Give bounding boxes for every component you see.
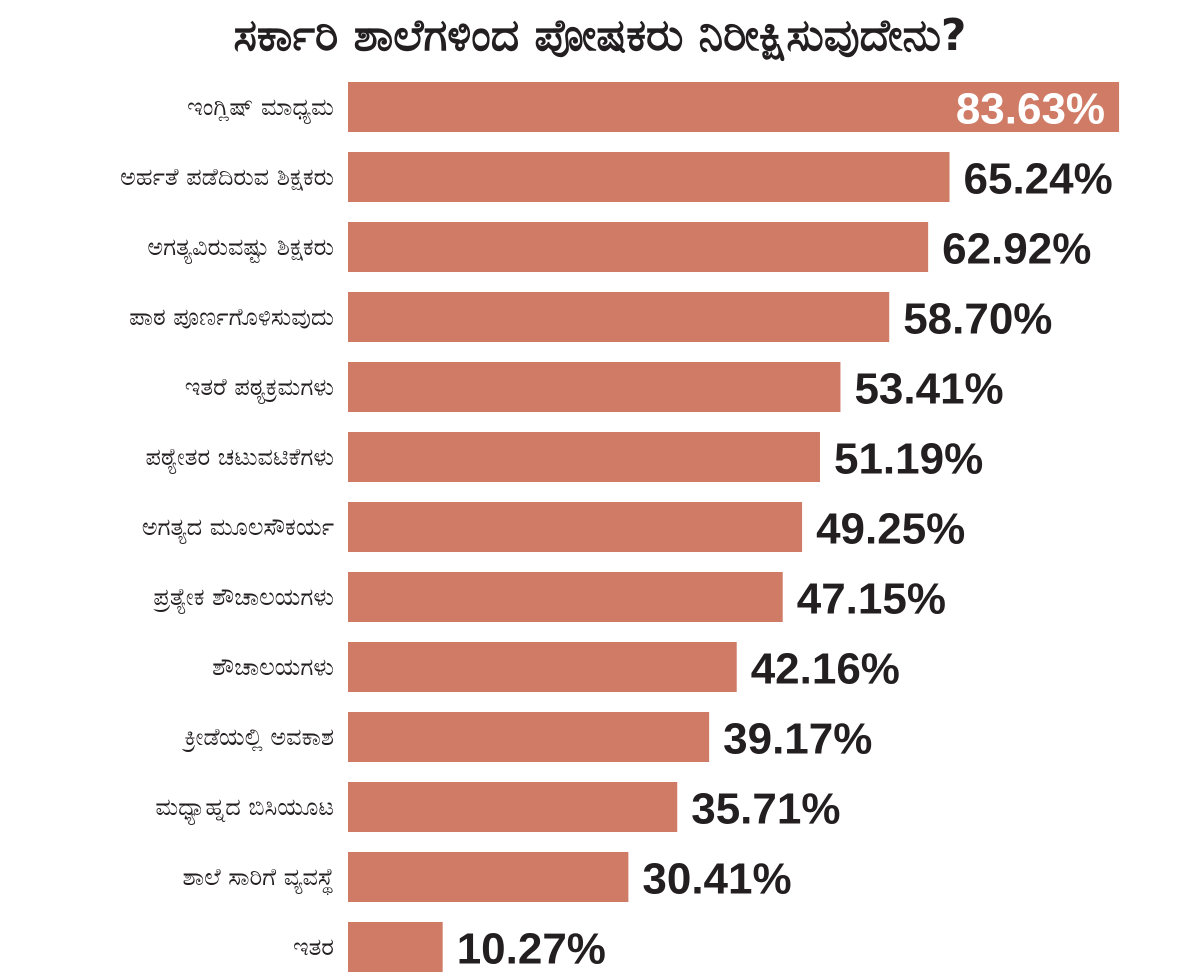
- bar-7: [348, 502, 803, 552]
- category-label-3: ಅಗತ್ಯವಿರುವಷ್ಟು ಶಿಕ್ಷಕರು: [147, 233, 334, 264]
- value-label-8: 47.15%: [797, 575, 946, 624]
- category-label-8: ಪ್ರತ್ಯೇಕ ಶೌಚಾಲಯಗಳು: [153, 583, 334, 614]
- category-label-9: ಶೌಚಾಲಯಗಳು: [212, 653, 334, 681]
- value-label-6: 51.19%: [834, 435, 983, 484]
- category-label-1: ಇಂಗ್ಲಿಷ್ ಮಾಧ್ಯಮ: [187, 93, 334, 124]
- chart-title: ಸರ್ಕಾರಿ ಶಾಲೆಗಳಿಂದ ಪೋಷಕರು ನಿರೀಕ್ಷಿಸುವುದೇನ…: [233, 10, 967, 61]
- category-label-11: ಮಧ್ಯಾಹ್ನದ ಬಿಸಿಯೂಟ: [155, 793, 334, 825]
- value-label-2: 65.24%: [964, 155, 1113, 204]
- bar-3: [348, 222, 929, 272]
- bar-6: [348, 432, 820, 482]
- category-label-2: ಅರ್ಹತೆ ಪಡೆದಿರುವ ಶಿಕ್ಷಕರು: [120, 163, 334, 191]
- value-label-4: 58.70%: [903, 295, 1052, 344]
- value-label-9: 42.16%: [751, 645, 900, 694]
- category-label-13: ಇತರ: [293, 933, 334, 961]
- bar-1: [348, 82, 1120, 132]
- value-label-13: 10.27%: [457, 925, 606, 972]
- bar-12: [348, 852, 629, 902]
- bar-9: [348, 642, 737, 692]
- bar-2: [348, 152, 950, 202]
- bar-13: [348, 922, 443, 972]
- value-label-11: 35.71%: [691, 785, 840, 834]
- value-label-7: 49.25%: [816, 505, 965, 554]
- bar-10: [348, 712, 710, 762]
- category-label-12: ಶಾಲೆ ಸಾರಿಗೆ ವ್ಯವಸ್ಥೆ: [183, 863, 334, 896]
- value-label-1: 83.63%: [956, 85, 1105, 134]
- value-label-10: 39.17%: [723, 715, 872, 764]
- value-label-5: 53.41%: [854, 365, 1003, 414]
- bar-8: [348, 572, 783, 622]
- category-label-5: ಇತರೆ ಪಠ್ಯಕ್ರಮಗಳು: [185, 373, 334, 404]
- bar-4: [348, 292, 890, 342]
- bar-5: [348, 362, 841, 412]
- value-label-3: 62.92%: [942, 225, 1091, 274]
- category-label-10: ಕ್ರೀಡೆಯಲ್ಲಿ ಅವಕಾಶ: [182, 723, 334, 752]
- value-label-12: 30.41%: [642, 855, 791, 904]
- category-label-6: ಪಠ್ಯೇತರ ಚಟುವಟಿಕೆಗಳು: [146, 443, 335, 474]
- category-label-4: ಪಾಠ ಪೂರ್ಣಗೊಳಿಸುವುದು: [129, 303, 334, 331]
- category-label-7: ಅಗತ್ಯದ ಮೂಲಸೌಕರ್ಯ: [142, 513, 334, 544]
- bar-11: [348, 782, 678, 832]
